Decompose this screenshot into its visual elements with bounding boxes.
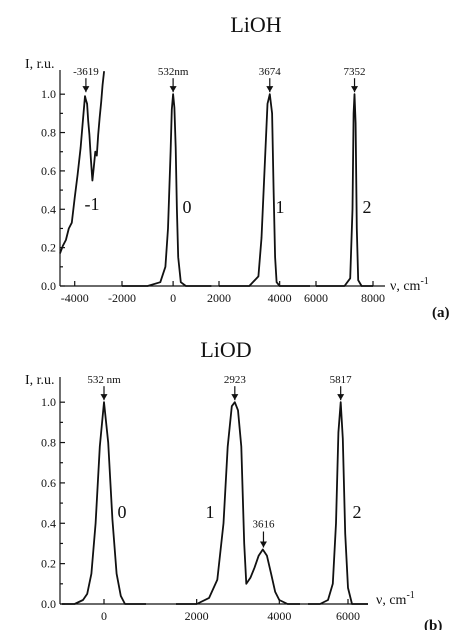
panel-b-plot-area: 0.0 0.2 0.4 0.6 0.8 1.0 0 2000 4000 6000 532 nm 0 29… [41,374,368,623]
panel-a-title: LiOH [230,12,281,37]
panel-b-title: LiOD [200,337,251,362]
panel-b-series-1-peak2-label: 3616 [252,519,275,531]
panel-a-x-tick-label: 8000 [361,291,385,305]
panel-b-series-2-arrow-head [337,394,345,401]
panel-a-series-0-peak-label: -3619 [73,66,99,78]
panel-a-series-3-arrow-head [351,86,359,93]
panel-b-series-1-line [176,401,300,605]
panel-a-y-tick-label: 0.6 [41,164,56,178]
panel-b-series-0-order-label: 0 [118,502,127,522]
panel-b: LiOD I, r.u. ν, cm-1 (b) 0.0 0.2 0.4 0.6 0.8… [25,337,442,630]
panel-a-series-3-line [316,93,373,287]
panel-a-y-tick-label: 1.0 [41,87,56,101]
panel-a-label: (a) [432,305,450,321]
panel-a: LiOH I, r.u. ν, cm-1 (a) 0.0 0.2 0.4 0.6 0.8… [25,12,450,321]
panel-b-series-0-arrow-head [100,394,108,401]
panel-b-y-tick-label: 0.6 [41,476,56,490]
panel-a-series-3-peak-label: 7352 [344,66,366,78]
panel-a-series-0-arrow-head [82,86,90,93]
panel-a-x-tick-label: 2000 [207,291,231,305]
panel-a-series-2-peak-label: 3674 [259,66,282,78]
panel-a-xlabel: ν, cm-1 [390,276,429,294]
panel-b-series-1-peak2-arrow-head [259,541,267,548]
panel-a-x-tick-label: 6000 [304,291,328,305]
panel-a-x-tick-label: -4000 [61,291,89,305]
panel-b-x-tick-label: 6000 [336,609,360,623]
panel-a-series-3-order-label: 2 [363,197,372,217]
panel-b-y-tick-label: 0.4 [41,516,56,530]
panel-b-series-2-line [308,401,368,605]
panel-b-y-tick-label: 1.0 [41,395,56,409]
panel-a-x-tick-label: 0 [170,291,176,305]
panel-b-series-0-peak-label: 532 nm [87,374,121,386]
panel-b-x-tick-label: 4000 [267,609,291,623]
panel-a-series-0-line [59,71,105,254]
panel-a-y-tick-label: 0.4 [41,202,56,216]
panel-a-x-tick-label: -2000 [108,291,136,305]
panel-a-y-tick-label: 0.0 [41,279,56,293]
panel-b-series-1-arrow-head [231,394,239,401]
panel-b-series-2-peak-label: 5817 [330,374,353,386]
panel-a-series-1-arrow-head [169,86,177,93]
panel-b-ylabel: I, r.u. [25,373,55,388]
panel-a-series-1-line [122,93,212,287]
panel-b-x-tick-label: 0 [101,609,107,623]
panel-b-y-tick-label: 0.8 [41,436,56,450]
panel-a-series-1-peak-label: 532nm [158,66,189,78]
panel-a-series-1-order-label: 0 [183,197,192,217]
panel-b-xlabel: ν, cm-1 [376,590,415,608]
panel-a-y-tick-label: 0.2 [41,241,56,255]
panel-a-series-2-arrow-head [266,86,274,93]
panel-a-x-tick-label: 4000 [268,291,292,305]
panel-b-series-1-peak-label: 2923 [224,374,247,386]
panel-b-series-1-order-label: 1 [206,502,215,522]
panel-a-ylabel: I, r.u. [25,57,55,72]
panel-a-series-2-line [219,93,310,287]
panel-b-x-tick-label: 2000 [185,609,209,623]
panel-b-series-0-line [62,401,146,605]
panel-b-y-tick-label: 0.0 [41,597,56,611]
panel-a-series-2-order-label: 1 [276,197,285,217]
panel-b-y-tick-label: 0.2 [41,557,56,571]
panel-a-series-0-order-label: -1 [85,194,100,214]
panel-a-plot-area: 0.0 0.2 0.4 0.6 0.8 1.0 -4000 -2000 0 2000 4000 600… [41,66,385,305]
panel-b-series-2-order-label: 2 [353,502,362,522]
panel-a-y-tick-label: 0.8 [41,126,56,140]
panel-b-label: (b) [424,618,442,630]
